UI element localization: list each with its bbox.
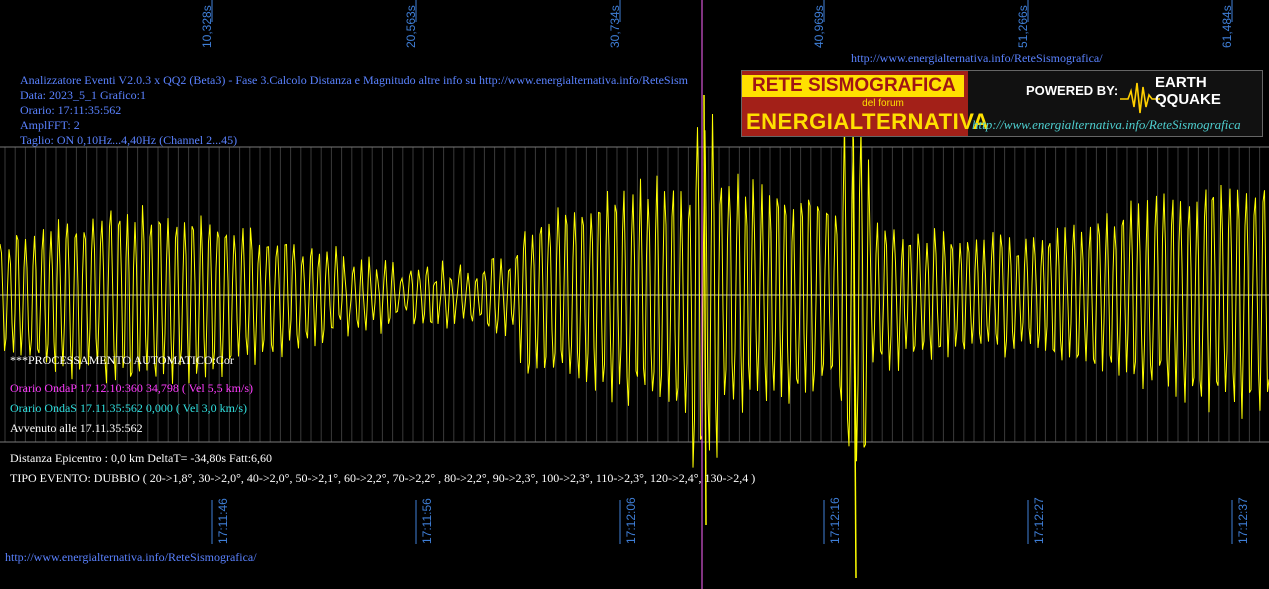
onda-p-info: Orario OndaP 17.12.10:360 34,798 ( Vel 5… [10, 381, 253, 395]
processing-status: ***PROCESSAMENTO AUTOMATICO:Cor [10, 353, 234, 367]
bottom-tick-label: 17:11:56 [420, 498, 434, 544]
onda-s-info: Orario OndaS 17.11.35:562 0,000 ( Vel 3,… [10, 401, 247, 415]
bottom-tick-label: 17:11:46 [216, 498, 230, 544]
app-title: Analizzatore Eventi V2.0.3 x QQ2 (Beta3)… [20, 73, 688, 87]
bottom-tick-label: 17:12:37 [1236, 497, 1250, 544]
trace-spike [703, 94, 707, 526]
ampl-info: AmplFFT: 2 [20, 118, 80, 132]
logo-quake-text: QQUAKE [1155, 91, 1221, 108]
top-tick-label: 51,266s [1016, 5, 1030, 48]
date-info: Data: 2023_5_1 Grafico:1 [20, 88, 146, 102]
rete-sismografica-logo[interactable]: RETE SISMOGRAFICA del forum ENERGIALTERN… [741, 70, 1263, 137]
top-tick-label: 30,734s [608, 5, 622, 48]
logo-powered-text: POWERED BY: [1026, 83, 1119, 98]
top-url-link[interactable]: http://www.energialternativa.info/ReteSi… [851, 51, 1103, 65]
logo-rete-text: RETE SISMOGRAFICA [742, 75, 964, 97]
top-tick-label: 40,969s [812, 5, 826, 48]
avvenuto-info: Avvenuto alle 17.11.35:562 [10, 421, 143, 435]
trace-spike [852, 124, 857, 579]
filter-info: Taglio: ON 0,10Hz...4,40Hz (Channel 2...… [20, 133, 238, 147]
seismograph-wave-icon [1120, 82, 1160, 114]
time-info: Orario: 17:11:35:562 [20, 103, 122, 117]
logo-forum-text: del forum [862, 98, 904, 109]
top-tick-label: 20,563s [404, 5, 418, 48]
bottom-tick-label: 17:12:27 [1032, 497, 1046, 544]
logo-url-link[interactable]: http://www.energialternativa.info/ReteSi… [972, 117, 1241, 132]
logo-energ-text: ENERGIALTERNATIVA [746, 109, 990, 134]
bottom-url-link[interactable]: http://www.energialternativa.info/ReteSi… [5, 550, 257, 564]
seismic-trace [0, 113, 1269, 468]
logo-earth-text: EARTH [1155, 74, 1207, 91]
top-tick-label: 10,328s [200, 5, 214, 48]
event-type: TIPO EVENTO: DUBBIO ( 20->1,8°, 30->2,0°… [10, 471, 756, 485]
epicenter-distance: Distanza Epicentro : 0,0 km DeltaT= -34,… [10, 451, 273, 465]
bottom-tick-label: 17:12:06 [624, 497, 638, 544]
top-tick-label: 61,484s [1220, 5, 1234, 48]
bottom-tick-label: 17:12:16 [828, 497, 842, 544]
